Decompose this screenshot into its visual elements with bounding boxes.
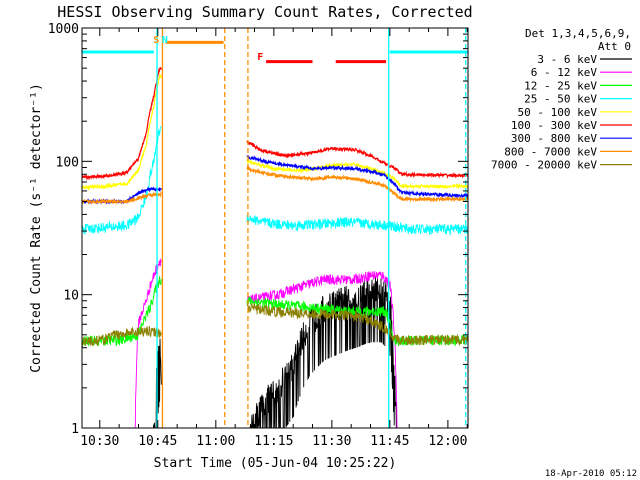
series-8 — [81, 165, 469, 206]
series-5-trace-1 — [81, 73, 162, 191]
series-1-trace-2 — [247, 276, 468, 429]
marks-layer: S N F — [82, 28, 468, 428]
y-tick-label: 10 — [63, 289, 79, 304]
x-axis-label: Start Time (05-Jun-04 10:25:22) — [154, 456, 397, 471]
y-tick-label: 1000 — [48, 22, 79, 37]
plot-frame — [81, 27, 469, 429]
series-4-trace-2 — [246, 214, 469, 236]
legend-label-1: 3 - 6 keV — [537, 53, 597, 66]
legend-label-3: 12 - 25 keV — [524, 79, 597, 92]
legend-label-7: 300 - 800 keV — [511, 132, 597, 145]
y-axis-label: Corrected Count Rate (s⁻¹ detector⁻¹) — [29, 83, 44, 373]
series-5-trace-2 — [246, 158, 469, 191]
y-tick-label: 1 — [71, 422, 79, 437]
series-8-trace-1 — [81, 191, 162, 206]
x-tick-label: 11:00 — [196, 434, 235, 449]
series-7-trace-2 — [246, 155, 469, 199]
series-9 — [81, 303, 469, 348]
series-6-trace-2 — [246, 140, 468, 179]
legend-label-9: 7000 - 20000 keV — [491, 159, 597, 172]
x-tick-label: 12:00 — [428, 434, 467, 449]
legend-label-4: 25 - 50 keV — [524, 93, 597, 106]
x-tick-label: 11:30 — [312, 434, 351, 449]
legend-label-8: 800 - 7000 keV — [504, 145, 597, 158]
legend-header-line-1: Det 1,3,4,5,6,9, — [525, 27, 631, 40]
x-tick-label: 11:45 — [370, 434, 409, 449]
legend-label-6: 100 - 300 keV — [511, 119, 597, 132]
x-tick-label: 10:30 — [80, 434, 119, 449]
axes-layer: 10:30 10:45 11:00 11:15 11:30 11:45 12:00 1 10 10… — [48, 22, 468, 449]
series-4-trace-1 — [81, 125, 162, 235]
series-3-trace-2 — [246, 296, 469, 347]
x-tick-label: 10:45 — [138, 434, 177, 449]
series-4 — [81, 125, 469, 236]
series-9-trace-2 — [246, 303, 469, 347]
series-2-trace-2 — [246, 271, 468, 429]
series-5 — [81, 73, 469, 191]
chart-title: HESSI Observing Summary Count Rates, Cor… — [57, 3, 472, 21]
series-9-trace-1 — [81, 325, 162, 348]
legend-label-5: 50 - 100 keV — [518, 106, 598, 119]
series-8-trace-2 — [246, 165, 469, 203]
series-layer — [81, 67, 469, 429]
x-tick-label: 11:15 — [254, 434, 293, 449]
series-6 — [81, 67, 468, 181]
series-1-trace-1 — [82, 338, 162, 429]
series-7 — [81, 155, 469, 205]
annotation-s: S — [153, 35, 159, 46]
annotation-f: F — [257, 52, 263, 63]
legend-header-line-2: Att 0 — [598, 40, 631, 53]
legend-label-2: 6 - 12 keV — [531, 66, 598, 79]
series-6-trace-1 — [81, 67, 162, 181]
annotation-n: N — [162, 35, 168, 46]
y-tick-label: 100 — [56, 155, 79, 170]
footer-timestamp: 18-Apr-2010 05:12 — [545, 469, 637, 479]
